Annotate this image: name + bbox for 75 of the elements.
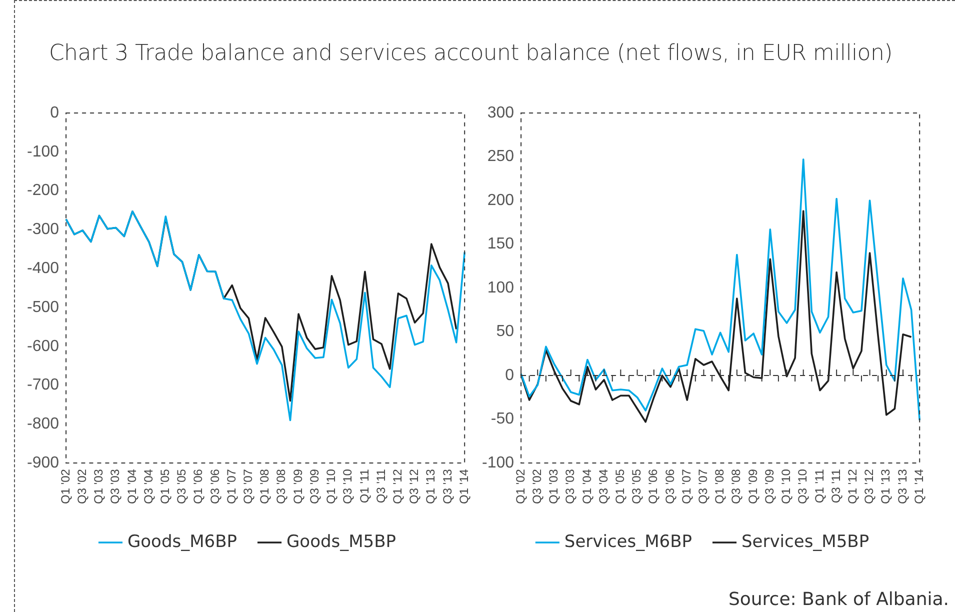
x-tick-label: Q3 '04 bbox=[141, 468, 156, 504]
y-tick-label: 300 bbox=[487, 104, 514, 122]
y-tick-label: -100 bbox=[26, 143, 60, 160]
x-tick-label: Q3 '10 bbox=[340, 468, 355, 504]
x-tick-label: Q1 '04 bbox=[124, 468, 139, 504]
y-tick-label: -300 bbox=[26, 221, 60, 238]
x-tick-label: Q3 '02 bbox=[74, 468, 89, 504]
y-tick-label: 250 bbox=[487, 148, 514, 166]
y-tick-label: -800 bbox=[26, 416, 60, 433]
x-tick-label: Q3 '07 bbox=[696, 468, 710, 504]
x-tick-label: Q3 '04 bbox=[596, 468, 610, 504]
legend-label: Services_M5BP bbox=[742, 532, 870, 552]
x-tick-label: Q1 '10 bbox=[779, 468, 794, 504]
y-tick-label: -50 bbox=[490, 410, 514, 428]
x-tick-label: Q1 '11 bbox=[812, 468, 826, 504]
x-tick-label: Q1 '03 bbox=[546, 468, 561, 504]
x-tick-label: Q1 '08 bbox=[258, 468, 272, 504]
x-tick-label: Q3 '05 bbox=[630, 468, 644, 504]
x-tick-label: Q3 '07 bbox=[241, 468, 256, 504]
x-tick-label: Q1 '08 bbox=[712, 468, 727, 504]
y-tick-label: -700 bbox=[26, 376, 60, 394]
chart-title: Chart 3 Trade balance and services account balance (net flows, in EUR million) bbox=[49, 41, 892, 66]
x-tick-label: Q1 '07 bbox=[679, 468, 694, 504]
y-tick-label: 50 bbox=[496, 323, 514, 340]
x-tick-label: Q1 '07 bbox=[224, 468, 238, 504]
x-tick-label: Q1 '04 bbox=[580, 468, 594, 504]
x-tick-label: Q1 '10 bbox=[324, 468, 338, 504]
y-tick-label: -100 bbox=[482, 454, 514, 472]
source-note: Source: Bank of Albania. bbox=[728, 589, 949, 610]
x-tick-label: Q3 '11 bbox=[828, 468, 843, 504]
x-tick-label: Q1 '02 bbox=[58, 468, 72, 504]
x-tick-label: Q3 '13 bbox=[440, 468, 454, 504]
legend-label: Goods_M6BP bbox=[127, 532, 238, 552]
x-tick-label: Q3 '06 bbox=[208, 468, 222, 504]
x-tick-label: Q1 '11 bbox=[357, 468, 372, 504]
y-tick-label: 0 bbox=[505, 366, 514, 384]
x-tick-label: Q3 '09 bbox=[307, 468, 322, 504]
x-tick-label: Q1 '13 bbox=[424, 468, 438, 504]
x-tick-label: Q3 '09 bbox=[762, 468, 776, 504]
x-tick-label: Q1 '05 bbox=[612, 468, 627, 504]
y-tick-label: -400 bbox=[26, 260, 60, 277]
y-tick-label: -600 bbox=[26, 338, 60, 355]
x-tick-label: Q3 '03 bbox=[108, 468, 122, 504]
y-tick-label: 100 bbox=[487, 279, 514, 296]
y-tick-label: -500 bbox=[26, 298, 60, 316]
x-tick-label: Q3 '10 bbox=[796, 468, 810, 504]
x-tick-label: Q1 '09 bbox=[746, 468, 760, 504]
y-tick-label: 0 bbox=[50, 104, 60, 122]
x-tick-label: Q3 '02 bbox=[530, 468, 544, 504]
x-tick-label: Q3 '05 bbox=[174, 468, 189, 504]
x-tick-label: Q1 '09 bbox=[290, 468, 305, 504]
x-tick-label: Q1 '13 bbox=[878, 468, 893, 504]
legend-label: Goods_M5BP bbox=[286, 532, 396, 552]
x-tick-label: Q1 '02 bbox=[513, 468, 528, 504]
x-tick-label: Q1 '03 bbox=[92, 468, 106, 504]
x-tick-label: Q3 '12 bbox=[407, 468, 422, 504]
x-tick-label: Q1 '06 bbox=[191, 468, 206, 504]
y-tick-label: 150 bbox=[487, 236, 514, 253]
y-tick-label: -900 bbox=[26, 454, 60, 472]
x-tick-label: Q1 '06 bbox=[646, 468, 660, 504]
x-tick-label: Q1 '12 bbox=[390, 468, 404, 504]
x-tick-label: Q1 '12 bbox=[845, 468, 860, 504]
x-tick-label: Q3 '08 bbox=[274, 468, 288, 504]
x-tick-label: Q3 '11 bbox=[374, 468, 388, 504]
x-tick-label: Q3 '12 bbox=[862, 468, 876, 504]
x-tick-label: Q3 '08 bbox=[729, 468, 744, 504]
y-tick-label: -200 bbox=[26, 182, 60, 200]
x-tick-label: Q3 '13 bbox=[895, 468, 910, 504]
y-tick-label: 200 bbox=[487, 192, 514, 209]
x-tick-label: Q1 '05 bbox=[158, 468, 172, 504]
x-tick-label: Q1 '14 bbox=[456, 468, 471, 504]
x-tick-label: Q3 '06 bbox=[662, 468, 677, 504]
x-tick-label: Q3 '03 bbox=[563, 468, 578, 504]
x-tick-label: Q1 '14 bbox=[912, 468, 926, 504]
legend-label: Services_M6BP bbox=[564, 532, 692, 552]
